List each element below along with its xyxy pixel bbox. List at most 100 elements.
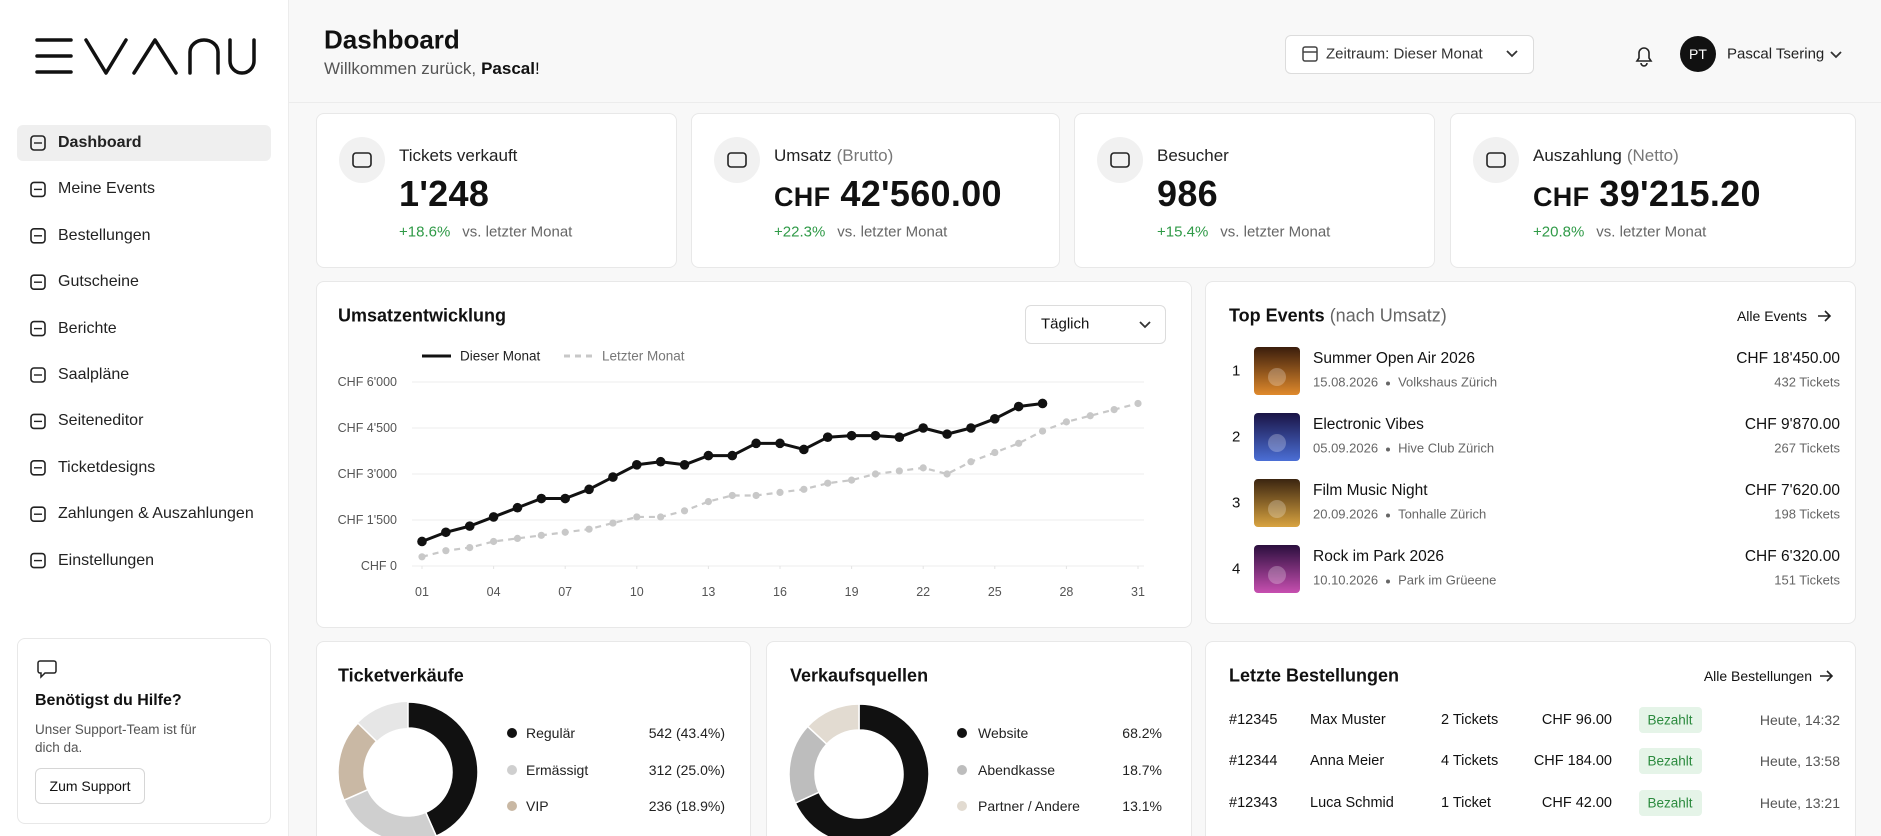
order-id[interactable]: #12345 <box>1229 712 1278 728</box>
period-select[interactable] <box>1285 35 1534 74</box>
greeting-name: Pascal <box>481 59 535 78</box>
x-tick-label: 25 <box>987 585 1002 599</box>
kpi-label-note: (Netto) <box>1626 146 1679 165</box>
panel-link[interactable]: Alle Events <box>1736 308 1807 324</box>
kpi-change: +18.6% vs. letzter Monat <box>399 224 572 241</box>
nav-item[interactable]: Berichte <box>58 319 117 337</box>
event-revenue: CHF 9'870.00 <box>1744 416 1840 433</box>
panel-link[interactable]: Alle Bestellungen <box>1703 668 1812 684</box>
support-button-label[interactable]: Zum Support <box>49 778 131 794</box>
chart-title: Verkaufsquellen <box>790 665 929 686</box>
order-id[interactable]: #12343 <box>1229 795 1278 811</box>
order-amount: CHF 96.00 <box>1541 712 1612 728</box>
nav-item[interactable]: Meine Events <box>58 180 155 198</box>
event-tickets: 432 Tickets <box>1774 374 1840 390</box>
order-id[interactable]: #12344 <box>1229 753 1278 769</box>
event-venue: Park im Grüeene <box>1398 572 1497 588</box>
kpi-label-text: Tickets verkauft <box>399 146 518 165</box>
kpi-currency: CHF <box>1533 182 1590 212</box>
kpi-change-value: +20.8% <box>1533 223 1585 241</box>
event-tickets: 151 Tickets <box>1774 572 1840 588</box>
x-tick-label: 16 <box>773 585 787 599</box>
kpi-value-text: 42'560.00 <box>840 173 1002 214</box>
event-date: 10.10.2026 <box>1313 572 1379 588</box>
nav-item[interactable]: Saalpläne <box>58 366 130 383</box>
kpi-label: Umsatz (Brutto) <box>774 146 893 166</box>
status-badge <box>1639 790 1702 816</box>
order-status: Bezahlt <box>1647 712 1693 728</box>
value-label: 236 (18.9%) <box>648 798 725 814</box>
period-label[interactable]: Zeitraum: Dieser Monat <box>1326 45 1483 63</box>
event-venue: Tonhalle Zürich <box>1398 506 1487 522</box>
kpi-comparison: vs. letzter Monat <box>837 223 948 241</box>
chevron-icon <box>1830 51 1842 59</box>
kpi-value-text: 986 <box>1157 173 1218 214</box>
event-revenue: CHF 18'450.00 <box>1736 350 1840 367</box>
kpi-value: CHF 42'560.00 <box>774 173 1002 215</box>
event-date: 20.09.2026 <box>1313 506 1379 522</box>
value-label: 18.7% <box>1122 762 1162 778</box>
legend-label: Letzter Monat <box>602 348 685 364</box>
order-tickets: 4 Tickets <box>1441 753 1499 769</box>
order-customer: Luca Schmid <box>1310 795 1394 811</box>
y-tick-label: CHF 3'000 <box>337 467 397 481</box>
y-tick-label: CHF 6'000 <box>337 375 397 389</box>
user-name[interactable]: Pascal Tsering <box>1727 45 1825 63</box>
nav-item[interactable]: Seiteneditor <box>58 412 144 430</box>
kpi-value: 1'248 <box>399 173 489 215</box>
interval-label[interactable]: Täglich <box>1041 315 1090 333</box>
event-meta: 20.09.2026 Tonhalle Zürich <box>1313 507 1486 522</box>
x-tick-label: 22 <box>916 585 931 599</box>
kpi-label: Auszahlung (Netto) <box>1533 146 1679 166</box>
nav-item[interactable]: Gutscheine <box>58 273 139 291</box>
nav-item[interactable]: Bestellungen <box>58 226 151 244</box>
order-status: Bezahlt <box>1647 795 1693 811</box>
kpi-value: 986 <box>1157 173 1218 215</box>
order-tickets: 1 Ticket <box>1441 795 1491 811</box>
x-tick-label: 07 <box>558 585 573 599</box>
kpi-change: +15.4% vs. letzter Monat <box>1157 224 1330 241</box>
kpi-change-value: +15.4% <box>1157 223 1209 241</box>
order-customer: Anna Meier <box>1310 753 1385 769</box>
y-tick-label: CHF 4'500 <box>337 421 397 435</box>
event-rank: 2 <box>1232 428 1241 446</box>
support-button[interactable] <box>35 768 145 804</box>
event-name[interactable]: Electronic Vibes <box>1313 416 1424 433</box>
nav-item[interactable]: Einstellungen <box>58 551 155 569</box>
nav-item[interactable]: Ticketdesigns <box>58 458 156 476</box>
nav-active-bg <box>17 125 271 161</box>
nav-item[interactable]: Zahlungen & Auszahlungen <box>58 505 254 523</box>
kpi-label: Tickets verkauft <box>399 146 517 166</box>
order-customer: Max Muster <box>1310 712 1386 728</box>
order-time: Heute, 14:32 <box>1759 712 1840 728</box>
event-name[interactable]: Rock im Park 2026 <box>1313 548 1444 565</box>
nav-item[interactable]: Dashboard <box>58 134 142 151</box>
order-status: Bezahlt <box>1647 753 1693 769</box>
kpi-label-text: Auszahlung <box>1533 146 1622 165</box>
kpi-label-text: Umsatz <box>774 146 832 165</box>
help-title: Benötigst du Hilfe? <box>35 692 182 709</box>
value-label: 13.1% <box>1122 798 1162 814</box>
event-meta: 15.08.2026 Volkshaus Zürich <box>1313 375 1497 390</box>
kpi-change: +20.8% vs. letzter Monat <box>1533 224 1706 241</box>
event-name[interactable]: Summer Open Air 2026 <box>1313 350 1475 367</box>
order-time: Heute, 13:58 <box>1759 753 1840 769</box>
event-revenue: CHF 6'320.00 <box>1744 548 1840 565</box>
legend-label: Website <box>978 725 1029 741</box>
event-tickets: 198 Tickets <box>1774 506 1840 522</box>
event-tickets: 267 Tickets <box>1774 440 1840 456</box>
header-divider <box>289 102 1881 103</box>
event-name[interactable]: Film Music Night <box>1313 482 1428 499</box>
x-tick-label: 13 <box>701 585 716 599</box>
kpi-label: Besucher <box>1157 146 1229 166</box>
y-tick-label: CHF 0 <box>360 559 397 573</box>
separator-dot <box>1386 447 1391 452</box>
panel-title: Top Events (nach Umsatz) <box>1229 306 1447 327</box>
legend-label: Abendkasse <box>978 762 1056 778</box>
order-amount: CHF 42.00 <box>1541 795 1612 811</box>
kpi-change-value: +22.3% <box>774 223 826 241</box>
event-meta: 05.09.2026 Hive Club Zürich <box>1313 441 1494 456</box>
order-amount: CHF 184.00 <box>1533 753 1612 769</box>
value-label: 68.2% <box>1122 725 1162 741</box>
